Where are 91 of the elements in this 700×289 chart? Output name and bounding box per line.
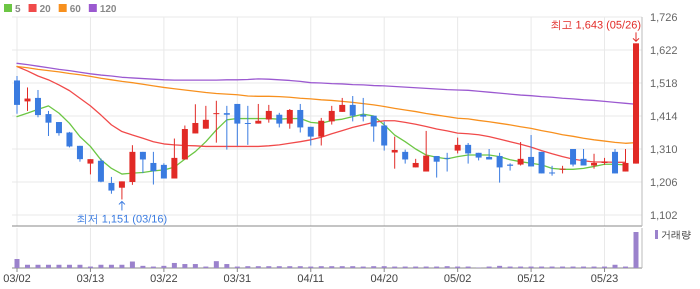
- candlestick: [266, 104, 272, 124]
- x-tick-label: 05/12: [517, 273, 545, 285]
- legend-label: 20: [40, 4, 52, 15]
- annotation: 최고 1,643 (05/26): [550, 19, 641, 32]
- candlestick: [160, 162, 167, 180]
- candlestick: [465, 142, 472, 164]
- annotation: 최저 1,151 (03/16): [76, 213, 168, 226]
- candlestick: [98, 158, 104, 183]
- candlestick: [140, 151, 146, 174]
- legend-label: 5: [15, 4, 21, 15]
- candlestick: [580, 148, 587, 166]
- candlestick: [118, 180, 125, 200]
- bar: [66, 264, 72, 268]
- bar: [35, 264, 40, 268]
- bar: [612, 264, 618, 268]
- x-tick-label: 03/31: [224, 273, 252, 285]
- bar: [108, 264, 114, 268]
- y-tick-label: 1,414: [650, 111, 678, 123]
- candlestick: [454, 137, 461, 154]
- y-tick-label: 1,518: [650, 78, 678, 90]
- candlestick: [339, 97, 346, 112]
- candlestick: [518, 142, 524, 166]
- candlestick: [423, 130, 430, 172]
- x-tick-label: 05/02: [444, 273, 472, 285]
- candlestick: [202, 105, 209, 130]
- y-tick-label: 1,206: [650, 177, 678, 189]
- bar: [46, 264, 51, 268]
- candlestick: [549, 165, 556, 176]
- candlestick: [34, 89, 41, 118]
- candlestick: [496, 152, 503, 184]
- candlestick: [24, 86, 30, 112]
- bar: [24, 264, 30, 268]
- candlestick: [171, 138, 178, 180]
- candlestick: [87, 158, 94, 175]
- bar: [130, 262, 135, 268]
- candlestick: [66, 131, 72, 148]
- candlestick: [234, 103, 240, 146]
- bar: [119, 264, 124, 268]
- bar: [77, 264, 82, 268]
- candlestick: [402, 149, 408, 164]
- bar: [14, 259, 20, 268]
- candlestick: [528, 134, 534, 167]
- bar: [172, 262, 177, 268]
- candlestick: [150, 151, 156, 186]
- candlestick: [224, 105, 230, 150]
- bar: [192, 264, 198, 268]
- bar: [98, 264, 104, 268]
- candlestick: [486, 148, 492, 160]
- candlestick: [308, 126, 314, 146]
- candlestick: [591, 153, 598, 170]
- candlestick: [350, 96, 356, 122]
- x-tick-label: 03/02: [3, 273, 31, 285]
- candlestick: [570, 148, 576, 167]
- bar: [56, 264, 62, 268]
- candlestick: [538, 151, 545, 174]
- bar: [224, 264, 230, 268]
- bar: [182, 264, 188, 268]
- legend-label: 120: [100, 4, 117, 15]
- legend-label: 거래량: [661, 230, 691, 241]
- candlestick: [360, 97, 366, 122]
- candlestick: [213, 100, 220, 144]
- x-tick-label: 04/11: [297, 273, 324, 285]
- candlestick: [444, 152, 450, 172]
- candlestick: [76, 145, 83, 162]
- y-tick-label: 1,310: [650, 144, 678, 156]
- candlestick: [45, 110, 52, 136]
- candlestick: [276, 112, 282, 128]
- legend-label: 60: [70, 4, 82, 15]
- y-tick-label: 1,622: [650, 45, 678, 57]
- candlestick: [56, 122, 62, 136]
- x-tick-label: 05/23: [590, 273, 618, 285]
- bar: [214, 261, 219, 268]
- candlestick: [381, 121, 388, 152]
- candlestick: [244, 105, 251, 146]
- candlestick: [370, 115, 377, 142]
- candlestick: [392, 136, 398, 170]
- candlestick: [612, 148, 618, 174]
- x-tick-label: 03/13: [76, 273, 104, 285]
- x-tick-label: 04/20: [370, 273, 398, 285]
- candlestick: [192, 104, 198, 134]
- candlestick: [108, 176, 114, 194]
- bar: [634, 232, 638, 268]
- candlestick: [622, 148, 629, 172]
- y-tick-label: 1,726: [650, 12, 678, 24]
- candlestick: [318, 117, 324, 146]
- candlestick: [328, 105, 335, 126]
- candlestick: [434, 155, 440, 178]
- candlestick: [297, 103, 304, 133]
- candlestick: [286, 108, 293, 130]
- x-tick-label: 03/22: [150, 273, 178, 285]
- y-tick-label: 1,102: [650, 210, 678, 222]
